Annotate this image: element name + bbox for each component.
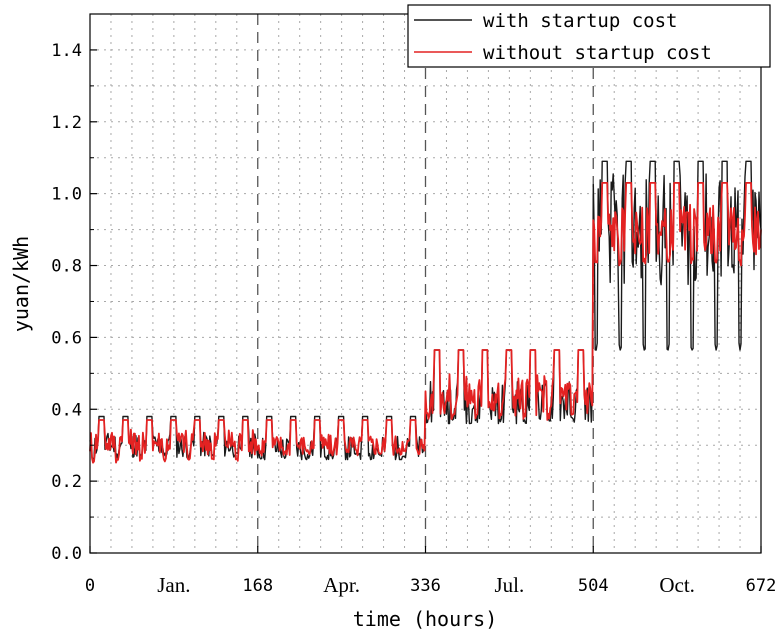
legend-box — [407, 4, 771, 68]
y-tick-label: 0.2 — [51, 472, 82, 492]
series-lines — [89, 160, 762, 464]
season-dividers — [257, 14, 594, 553]
legend: with startup cost without startup cost — [407, 4, 771, 68]
season-label: Apr. — [323, 573, 360, 597]
x-axis-title: time (hours) — [353, 607, 498, 631]
grid — [90, 13, 761, 553]
season-label: Jan. — [157, 573, 190, 597]
x-tick-label: 504 — [578, 576, 609, 596]
legend-label-without-startup: without startup cost — [483, 42, 712, 64]
season-label: Jul. — [494, 573, 524, 597]
series-line-without-startup-cost — [89, 182, 762, 464]
y-tick-label: 0.0 — [51, 544, 82, 564]
y-tick-label: 1.2 — [51, 113, 82, 133]
x-tick-label: 672 — [746, 576, 777, 596]
y-axis-title: yuan/kWh — [9, 236, 33, 332]
y-tick-label: 0.4 — [51, 400, 82, 420]
tick-labels: 0.0 0.2 0.4 0.6 0.8 1.0 1.2 1.4 0 168 336 504 672 Jan… — [51, 41, 776, 597]
legend-label-with-startup: with startup cost — [483, 10, 677, 32]
x-tick-label: 168 — [242, 576, 273, 596]
y-tick-label: 1.4 — [51, 41, 82, 61]
x-tick-label: 0 — [85, 576, 95, 596]
y-tick-label: 0.6 — [51, 328, 82, 348]
y-tick-label: 0.8 — [51, 257, 82, 277]
axis-ticks — [89, 49, 762, 554]
season-label: Oct. — [659, 573, 695, 597]
y-tick-label: 1.0 — [51, 185, 82, 205]
x-tick-label: 336 — [410, 576, 441, 596]
